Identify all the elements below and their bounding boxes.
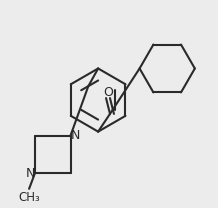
Text: N: N <box>25 167 35 180</box>
Text: N: N <box>71 129 80 142</box>
Text: CH₃: CH₃ <box>18 191 40 204</box>
Text: O: O <box>103 86 113 99</box>
